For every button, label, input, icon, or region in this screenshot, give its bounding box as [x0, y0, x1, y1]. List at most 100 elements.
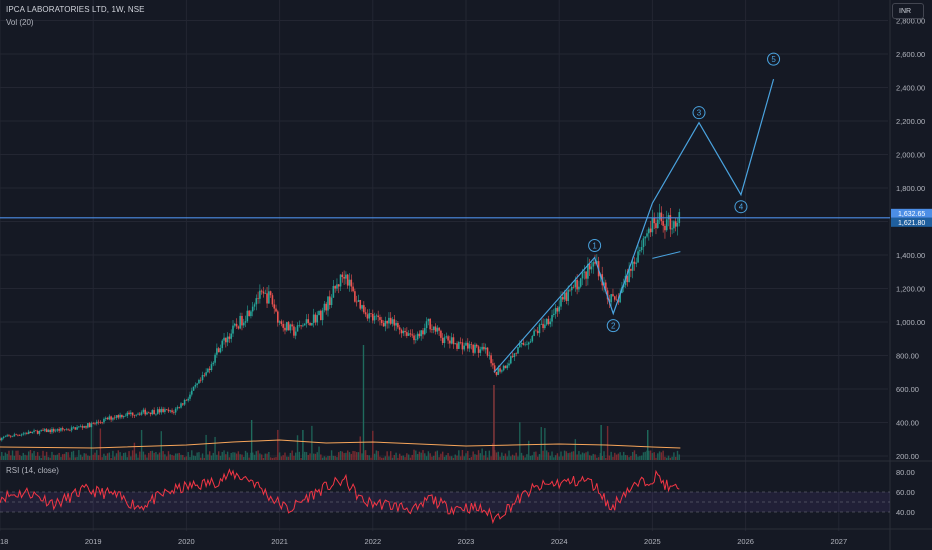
candle-body: [660, 212, 663, 222]
candle-body: [662, 221, 664, 226]
volume-bar: [660, 452, 663, 460]
volume-bar: [501, 452, 503, 460]
volume-bar: [149, 451, 152, 460]
time-tick-label: 2025: [644, 537, 661, 546]
volume-bar: [519, 422, 521, 460]
volume-bar: [664, 456, 666, 460]
candle-body: [253, 304, 256, 307]
candle-body: [54, 430, 57, 432]
volume-bar: [422, 450, 424, 460]
volume-bar: [578, 451, 580, 460]
candle-body: [142, 409, 145, 413]
volume-bar: [106, 453, 109, 460]
elliott-wave-path[interactable]: [493, 78, 775, 373]
candle-body: [470, 344, 473, 345]
time-tick-label: 2024: [551, 537, 568, 546]
volume-bar: [137, 457, 139, 460]
candle-body: [126, 412, 129, 416]
volume-bar: [621, 455, 623, 460]
volume-bar: [201, 453, 204, 460]
volume-bar: [182, 454, 184, 460]
candle-body: [572, 286, 575, 288]
volume-bar: [572, 451, 575, 460]
volume-bar: [606, 426, 609, 460]
volume-bar: [81, 456, 84, 460]
volume-bar: [361, 453, 363, 460]
volume-bar: [619, 452, 621, 460]
volume-bar: [536, 456, 539, 460]
candle-body: [538, 324, 541, 334]
volume-bar: [318, 446, 320, 460]
volume-bar: [1, 451, 3, 460]
volume-bar: [477, 450, 480, 460]
volume-bar: [101, 457, 103, 460]
volume-bar: [169, 454, 171, 460]
candle-body: [354, 291, 356, 302]
rsi-indicator-label: RSI (14, close): [6, 466, 59, 475]
candle-body: [332, 286, 335, 298]
volume-bar: [647, 430, 649, 460]
candle-body: [110, 416, 112, 420]
price-tick-label: 2,400.00: [896, 84, 925, 93]
volume-bar: [603, 451, 605, 460]
candle-body: [178, 407, 181, 408]
candle-body: [517, 347, 519, 354]
volume-bar: [8, 450, 10, 460]
volume-bar: [515, 452, 517, 460]
volume-bar: [490, 456, 492, 460]
volume-bar: [140, 429, 143, 460]
volume-bar: [321, 457, 324, 460]
candle-body: [284, 327, 286, 331]
volume-bar: [174, 453, 177, 460]
candle-body: [400, 329, 403, 334]
candle-body: [147, 412, 150, 414]
candle-body: [649, 228, 652, 233]
candle-body: [237, 326, 240, 329]
candle-body: [676, 222, 679, 227]
currency-button[interactable]: INR: [892, 3, 924, 19]
candle-body: [207, 368, 209, 373]
volume-bar: [413, 449, 415, 460]
volume-bar: [524, 457, 526, 460]
candle-body: [121, 414, 123, 418]
candle-body: [140, 412, 143, 415]
candle-body: [99, 422, 102, 423]
volume-bar: [6, 453, 8, 460]
candle-body: [536, 330, 539, 334]
time-tick-label: 2023: [458, 537, 475, 546]
candle-body: [303, 323, 306, 326]
volume-bar: [493, 450, 496, 460]
volume-ma-line: [0, 439, 681, 449]
candle-body: [167, 409, 170, 412]
volume-bar: [424, 453, 426, 460]
volume-bar: [216, 454, 218, 460]
candle-body: [472, 344, 474, 353]
candle-body: [156, 409, 159, 414]
candle-body: [450, 337, 453, 344]
candle-body: [90, 423, 93, 428]
volume-bar: [433, 455, 435, 460]
volume-bar: [393, 455, 396, 460]
volume-bar: [608, 455, 611, 460]
time-tick-label: 2022: [364, 537, 381, 546]
price-tick-label: 400.00: [896, 419, 919, 428]
volume-bar: [436, 450, 439, 460]
volume-bar: [592, 453, 594, 460]
volume-bar: [639, 456, 641, 460]
candle-body: [658, 212, 661, 220]
candle-body: [321, 310, 324, 321]
candle-body: [190, 390, 193, 395]
volume-bar: [381, 457, 383, 460]
volume-bar: [291, 450, 293, 460]
candle-body: [8, 435, 10, 436]
candle-body: [124, 415, 127, 417]
volume-bar: [667, 455, 670, 460]
volume-bar: [538, 454, 541, 460]
candle-body: [372, 313, 374, 321]
candle-body: [205, 372, 207, 376]
volume-bar: [511, 454, 514, 460]
volume-bar: [124, 452, 127, 460]
volume-bar: [411, 454, 413, 460]
candle-body: [246, 310, 249, 322]
